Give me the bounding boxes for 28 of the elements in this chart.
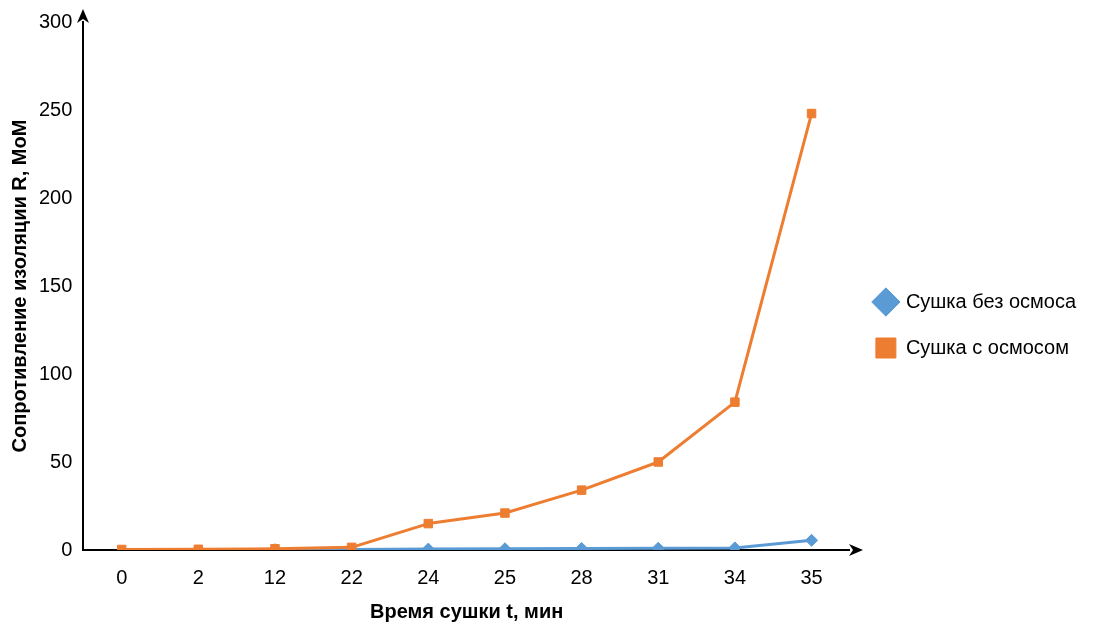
point (423, 518, 434, 529)
y-tick-label: 200 (38, 185, 73, 208)
x-tick-label: 28 (570, 565, 593, 588)
point (730, 397, 740, 407)
y-tick-label: 100 (38, 361, 73, 384)
y-tick-label: 0 (61, 537, 73, 560)
x-tick-label: 34 (723, 565, 747, 588)
y-tick-label: 300 (38, 9, 73, 32)
x-tick-label: 0 (116, 565, 128, 588)
x-tick-label: 22 (340, 565, 363, 588)
x-tick-label: 25 (493, 565, 517, 588)
x-axis-title: Время сушки t, мин (369, 599, 564, 622)
y-tick-label: 50 (50, 449, 73, 472)
x-tick-label: 24 (417, 565, 440, 588)
x-tick-label: 12 (263, 565, 287, 588)
y-tick-label: 150 (38, 273, 73, 296)
point (805, 533, 819, 547)
x-tick-label: 31 (647, 565, 670, 588)
point (500, 508, 510, 518)
point (806, 108, 817, 119)
point (576, 485, 587, 495)
x-tick-label: 2 (192, 565, 204, 588)
x-tick-label: 35 (800, 565, 823, 588)
legend-label: Сушка с осмосом (905, 335, 1069, 358)
y-axis-title: Сопротивление изоляции R, МоМ (7, 119, 30, 453)
y-tick-label: 250 (38, 97, 73, 120)
point (653, 457, 663, 467)
legend-label: Сушка без осмоса (905, 289, 1077, 312)
